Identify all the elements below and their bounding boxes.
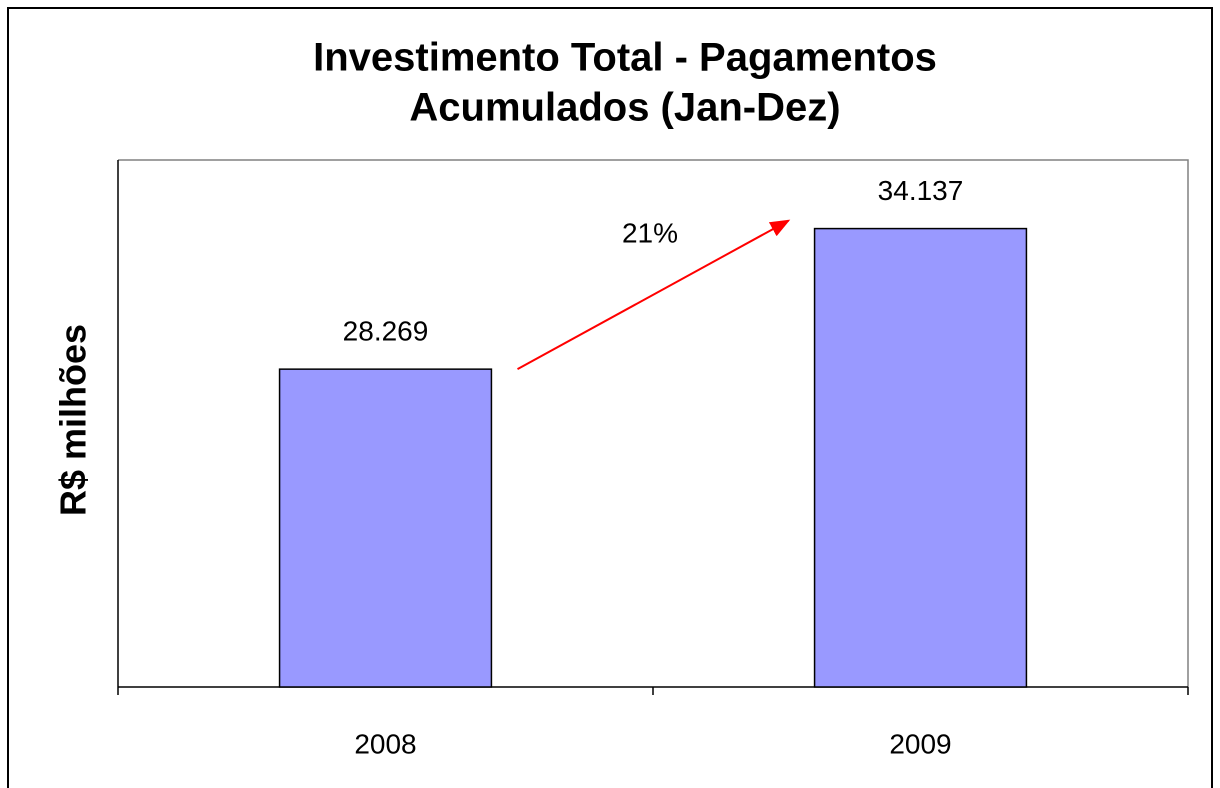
bar [813,227,1028,688]
value-label: 34.137 [878,175,964,206]
value-label: 28.269 [343,316,429,347]
chart-title: Acumulados (Jan-Dez) [409,86,840,130]
y-axis-label: R$ milhões [53,324,94,516]
annotation: 21% [622,217,678,248]
chart-title: Investimento Total - Pagamentos [313,36,937,80]
x-tick-label: 2009 [889,728,951,759]
plot-border [118,159,1189,687]
bar [278,368,493,688]
growth-arrow [517,219,791,371]
x-tick-label: 2008 [354,728,416,759]
